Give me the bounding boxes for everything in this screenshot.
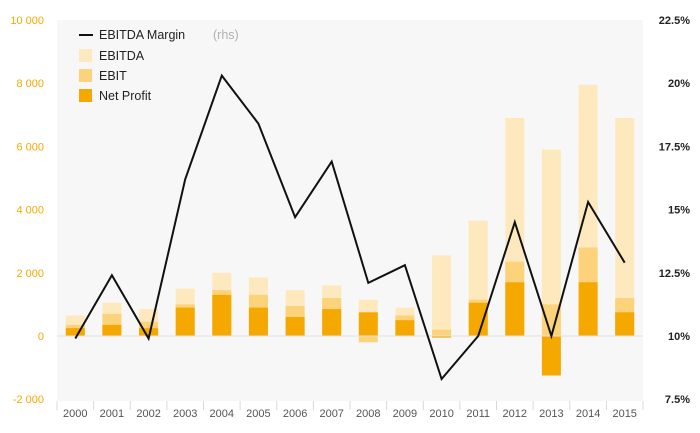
x-tick-label-2012: 2012 [503,408,527,420]
bar-ebit-2008 [358,336,378,343]
bar-net-profit-2002 [139,328,159,336]
bar-ebitda-2015 [615,118,635,336]
bar-net-profit-2011 [468,302,488,336]
x-axis: 2000 2001 2002 2003 2004 2005 2006 2007 2008 2009… [56,401,644,420]
legend-note-rhs: (rhs) [213,28,239,42]
x-tick-label-2005: 2005 [246,408,270,420]
bar-net-profit-2005 [248,307,268,336]
bar-ebit-2010 [432,329,452,336]
x-tick-label-2014: 2014 [576,408,600,420]
y-axis-right: 7.5% 10% 12.5% 15% 17.5% 20% 22.5% [659,15,690,406]
x-tick-label-2008: 2008 [356,408,380,420]
bar-net-profit-2013 [541,336,561,376]
y-right-tick-label: 10% [668,331,690,343]
y-left-tick-label: 4 000 [16,205,44,217]
x-tick-label-2003: 2003 [173,408,197,420]
x-tick-label-2013: 2013 [539,408,563,420]
x-tick-label-2000: 2000 [63,408,87,420]
y-right-tick-label: 20% [668,78,690,90]
x-tick-label-2006: 2006 [283,408,307,420]
legend-label-net-profit: Net Profit [99,89,152,103]
legend-label-ebitda-margin: EBITDA Margin [99,28,185,42]
legend-swatch-ebit [79,69,92,82]
x-tick-label-2002: 2002 [136,408,160,420]
y-right-tick-label: 12.5% [659,268,690,280]
bar-net-profit-2012 [505,282,525,336]
bar-ebitda-2010 [432,255,452,336]
bar-net-profit-2009 [395,320,415,336]
y-right-tick-label: 22.5% [659,15,690,27]
y-right-tick-label: 15% [668,205,690,217]
y-left-tick-label: 6 000 [16,141,44,153]
x-tick-label-2011: 2011 [466,408,490,420]
x-tick-label-2009: 2009 [393,408,417,420]
y-right-tick-label: 7.5% [665,394,690,406]
x-tick-label-2004: 2004 [210,408,234,420]
bar-net-profit-2008 [358,312,378,336]
y-left-tick-label: 0 [38,331,44,343]
bar-ebitda-2013 [541,149,561,336]
bar-net-profit-2003 [175,307,195,336]
y-left-tick-label: -2 000 [13,394,44,406]
line-ebitda-margin [74,73,626,382]
y-left-tick-label: 10 000 [10,15,44,27]
x-tick-label-2001: 2001 [100,408,124,420]
bar-net-profit-2000 [65,328,85,336]
bar-net-profit-2001 [102,324,122,336]
bar-net-profit-2006 [285,317,305,336]
bars-layer [65,84,635,376]
bar-ebit-2013 [541,304,561,336]
bar-net-profit-2010 [432,336,452,338]
y-left-tick-label: 2 000 [16,268,44,280]
margin-line-layer [74,73,626,382]
x-tick-label-2015: 2015 [612,408,636,420]
bar-net-profit-2004 [212,294,232,336]
x-tick-label-2010: 2010 [429,408,453,420]
y-right-tick-label: 17.5% [659,141,690,153]
bar-net-profit-2014 [578,282,598,336]
legend: EBITDA Margin (rhs) EBITDA EBIT Net Prof… [79,28,239,103]
legend-label-ebit: EBIT [99,69,127,83]
y-axis-left: -2 000 0 2 000 4 000 6 000 8 000 10 000 [10,15,44,406]
x-tick-label-2007: 2007 [319,408,343,420]
legend-swatch-ebitda [79,49,92,62]
bar-net-profit-2015 [615,312,635,336]
legend-label-ebitda: EBITDA [99,49,145,63]
legend-swatch-net-profit [79,89,92,102]
y-left-tick-label: 8 000 [16,78,44,90]
bar-net-profit-2007 [322,309,342,336]
